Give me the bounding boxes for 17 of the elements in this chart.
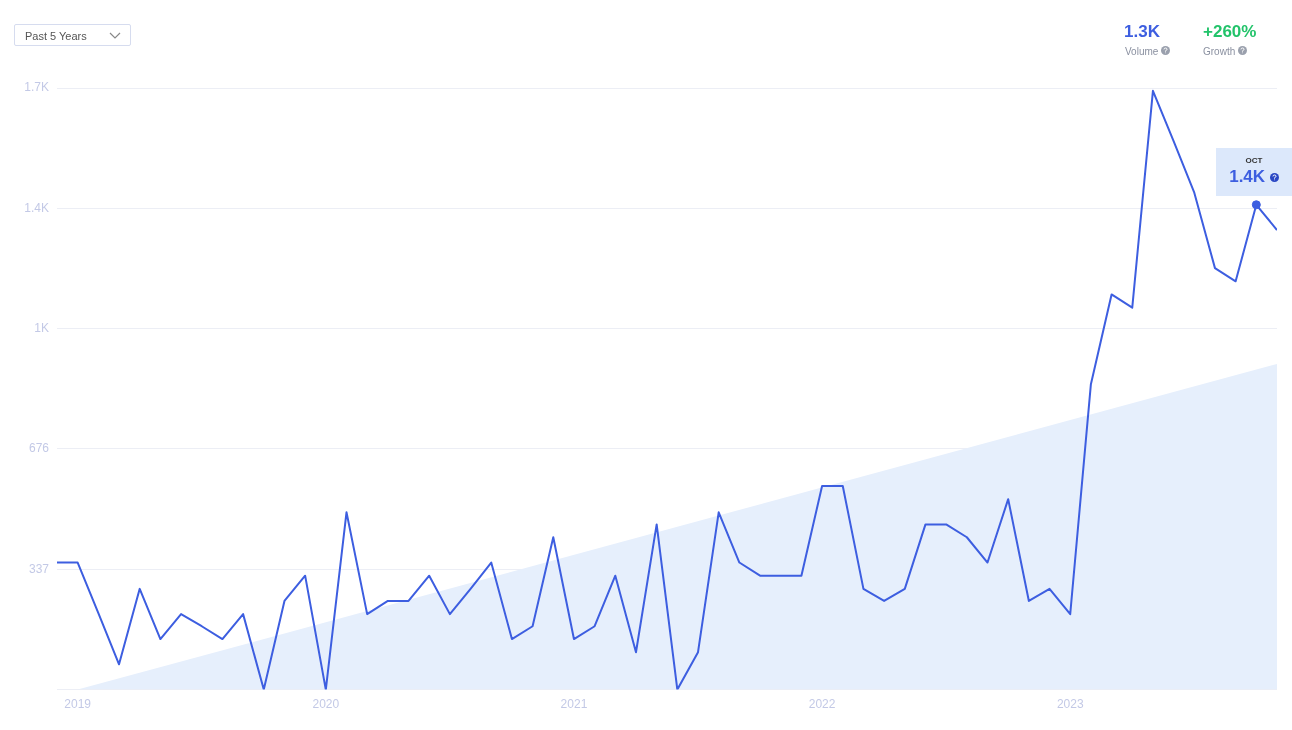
- x-tick-label: 2021: [560, 697, 588, 712]
- text: Past 5 Years: [25, 30, 87, 42]
- text: Volume: [1125, 46, 1159, 57]
- text: +260%: [1203, 22, 1257, 42]
- y-tick-label: 337: [28, 561, 50, 576]
- x-tick-label: 2020: [312, 697, 340, 712]
- y-tick-label: 1.4K: [24, 200, 49, 215]
- x-tick-label: 2019: [64, 697, 92, 712]
- x-tick-label: 2023: [1056, 697, 1084, 712]
- y-tick-label: 1.7K: [24, 80, 49, 95]
- annotation: OCT: [1244, 156, 1264, 165]
- annotation: 1.4K: [1229, 167, 1266, 186]
- y-tick-label: 1K: [34, 320, 49, 335]
- y-tick-label: 676: [28, 441, 50, 456]
- text: 1.3K: [1124, 22, 1160, 42]
- x-tick-label: 2022: [808, 697, 836, 712]
- text: Growth: [1203, 46, 1236, 57]
